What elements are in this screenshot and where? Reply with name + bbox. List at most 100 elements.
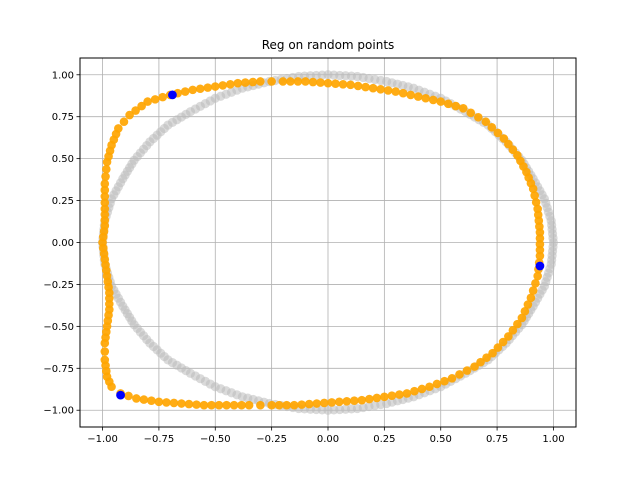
regularized-point — [327, 398, 337, 407]
regularized-point — [421, 93, 430, 103]
regularized-point — [440, 376, 449, 386]
regularized-point — [100, 210, 110, 219]
regularized-point — [214, 400, 224, 410]
y-tick-label: 0.00 — [52, 238, 74, 249]
regularized-point — [425, 382, 434, 392]
regularized-point — [406, 90, 415, 100]
regularized-point — [493, 343, 503, 352]
y-tick-label: −0.75 — [43, 364, 74, 375]
regularized-point — [481, 117, 491, 127]
regularized-point — [100, 355, 110, 365]
regularized-point — [207, 400, 216, 410]
regularized-point — [508, 325, 518, 335]
regularized-point — [233, 78, 243, 88]
x-tick-label: −0.25 — [256, 434, 287, 445]
regularized-point — [353, 81, 363, 91]
regularized-point — [100, 347, 110, 356]
regularized-point — [402, 389, 412, 398]
regularized-point — [267, 400, 276, 410]
regularized-point — [100, 192, 110, 201]
regularized-point — [150, 95, 160, 104]
regularized-point — [100, 198, 110, 207]
regularized-point — [451, 101, 461, 111]
regularized-point — [125, 110, 134, 120]
regularized-point — [323, 78, 333, 88]
anchor-point — [168, 90, 177, 100]
x-tick-label: −0.50 — [200, 434, 231, 445]
regularized-point — [338, 79, 348, 89]
regularized-point — [383, 86, 393, 95]
regularized-point — [513, 319, 522, 329]
regularized-point — [162, 398, 171, 407]
regularized-point — [487, 123, 497, 132]
regularized-point — [331, 79, 340, 89]
regularized-point — [380, 392, 389, 402]
regularized-point — [319, 398, 329, 408]
regularized-point — [124, 391, 133, 401]
regularized-point — [312, 399, 322, 408]
regularized-point — [274, 400, 284, 410]
regularized-point — [304, 399, 314, 409]
regularized-point — [158, 92, 167, 102]
x-tick-label: −0.75 — [144, 434, 175, 445]
y-tick-label: 0.25 — [52, 196, 74, 207]
x-tick-label: −1.00 — [87, 434, 118, 445]
regularized-point — [195, 84, 205, 94]
regularized-point — [308, 77, 318, 87]
regularized-point — [357, 395, 367, 405]
regularized-point — [267, 77, 276, 86]
regularized-point — [520, 306, 530, 316]
chart-title: Reg on random points — [262, 38, 395, 52]
regularized-point — [256, 400, 265, 410]
regularized-point — [241, 78, 250, 87]
regularized-point — [526, 293, 536, 303]
regularized-point — [226, 79, 235, 89]
regularized-point — [102, 164, 111, 174]
x-tick-label: 0.50 — [430, 434, 452, 445]
regularized-point — [293, 77, 303, 86]
regularized-point — [517, 313, 527, 323]
anchor-point — [535, 261, 545, 271]
regularized-point — [455, 370, 464, 379]
regularized-point — [218, 81, 228, 90]
regularized-point — [535, 251, 545, 261]
regularized-point — [470, 362, 479, 371]
regularized-point — [466, 108, 476, 118]
regularized-point — [531, 279, 540, 288]
regularized-point — [119, 117, 129, 127]
reference-point — [317, 70, 327, 80]
regularized-point — [365, 394, 374, 404]
regularized-point — [147, 396, 156, 406]
regularized-point — [361, 82, 370, 92]
regularized-point — [528, 184, 538, 194]
regularized-point — [229, 400, 239, 410]
regularized-point — [132, 394, 141, 403]
regularized-point — [301, 77, 310, 86]
regularized-point — [346, 80, 355, 90]
regularized-point — [391, 87, 400, 96]
regularized-point — [286, 77, 295, 86]
regularized-point — [188, 85, 198, 95]
regularized-point — [428, 95, 438, 105]
y-tick-label: −0.25 — [43, 280, 74, 291]
regularized-point — [131, 106, 140, 115]
regularized-point — [533, 271, 542, 281]
regularized-point — [114, 124, 123, 133]
regularized-point — [184, 399, 194, 409]
y-tick-label: 1.00 — [52, 70, 74, 81]
regularized-point — [100, 185, 110, 195]
regularized-point — [398, 88, 408, 98]
regularized-point — [530, 191, 539, 200]
regularized-point — [413, 92, 423, 101]
regularized-point — [436, 97, 446, 106]
regularized-point — [476, 357, 485, 367]
x-tick-label: 0.75 — [486, 434, 508, 445]
y-tick-label: 0.50 — [52, 154, 74, 165]
regularized-point — [203, 83, 213, 92]
regularized-point — [169, 398, 179, 408]
regularized-point — [143, 97, 152, 106]
regularized-point — [297, 400, 306, 409]
regularized-point — [289, 400, 299, 410]
regularized-point — [248, 77, 258, 87]
